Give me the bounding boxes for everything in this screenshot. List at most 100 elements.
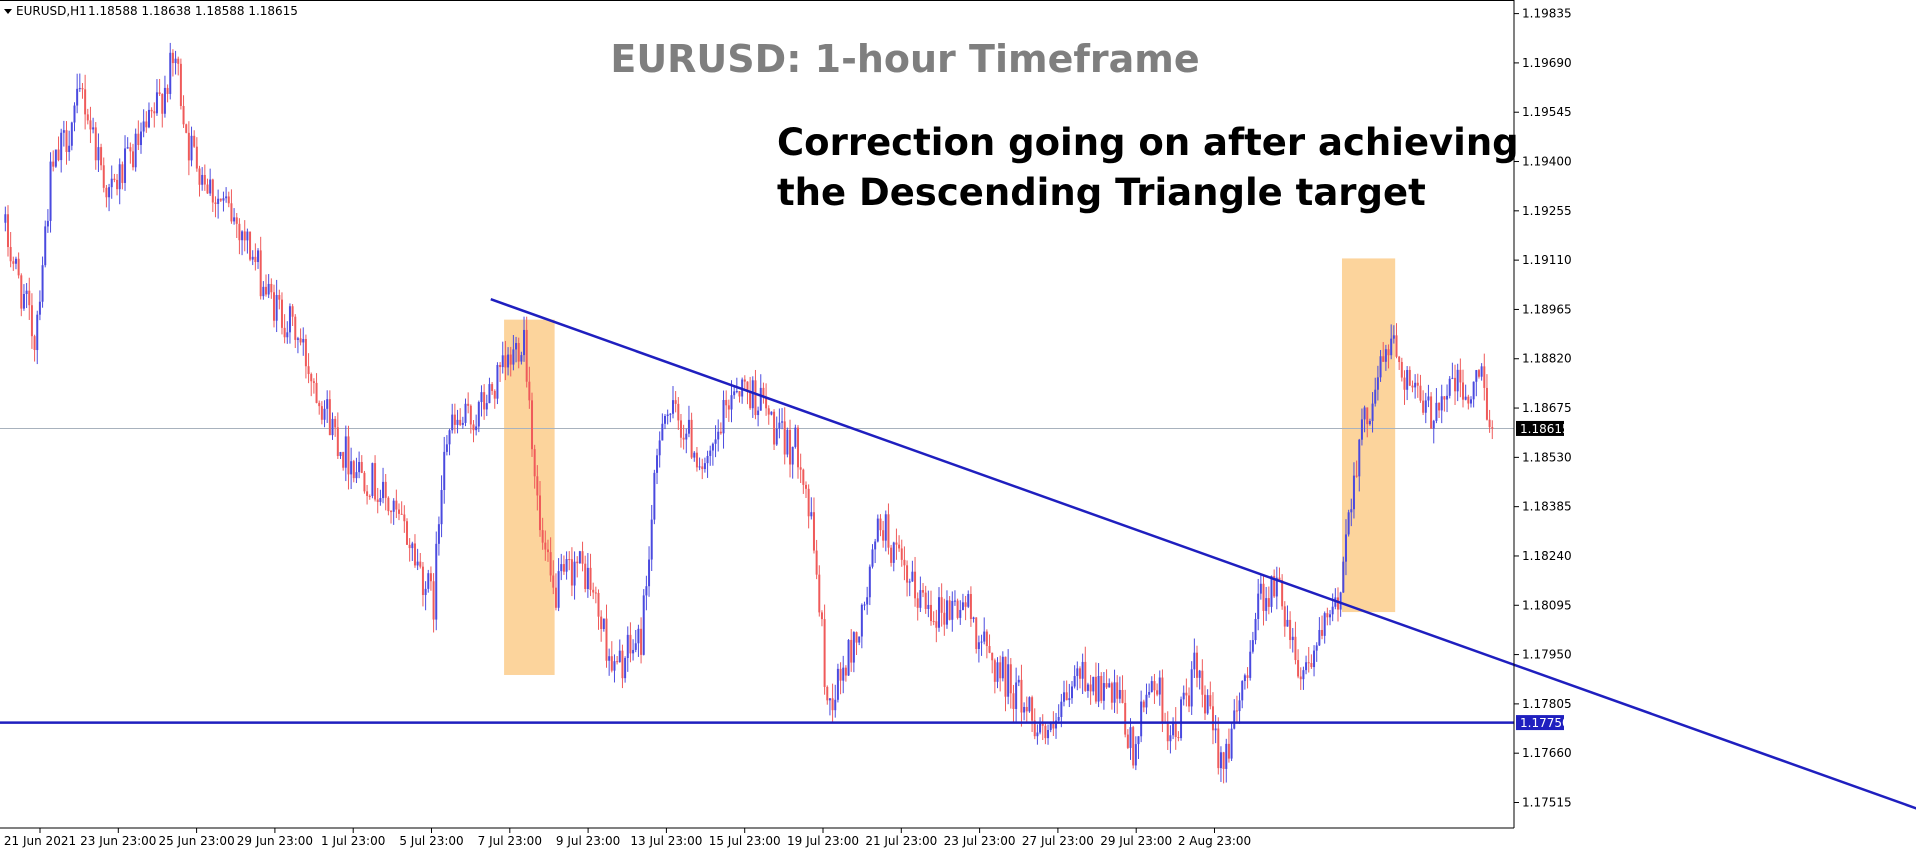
y-tick-label: 1.19835: [1522, 7, 1572, 21]
y-tick-label: 1.19110: [1522, 253, 1572, 267]
candle-body: [46, 220, 49, 227]
candle-body: [1467, 396, 1470, 404]
candle-body: [472, 424, 475, 431]
candle-body: [328, 399, 331, 436]
candle-body: [110, 178, 113, 188]
y-tick-label: 1.18965: [1522, 302, 1572, 316]
candle-body: [491, 384, 494, 391]
candle-body: [1273, 575, 1276, 597]
candle-body: [818, 574, 821, 613]
candle-body: [33, 336, 36, 351]
candle-body: [1225, 743, 1228, 769]
candle-body: [501, 355, 504, 368]
candle-body: [961, 602, 964, 610]
candle-body: [1129, 727, 1132, 748]
candle-body: [1390, 338, 1393, 356]
candle-body: [376, 499, 379, 502]
candle-body: [198, 168, 201, 185]
candle-body: [1039, 721, 1042, 733]
candle-body: [690, 419, 693, 458]
candle-body: [275, 295, 278, 321]
candle-body: [267, 283, 270, 295]
candle-body: [621, 650, 624, 679]
candle-body: [416, 561, 419, 566]
candle-body: [1411, 385, 1414, 388]
candle-body: [1001, 656, 1004, 679]
candle-body: [440, 489, 443, 525]
y-tick-label: 1.18530: [1522, 450, 1572, 464]
candle-body: [1177, 737, 1180, 739]
x-tick-label: 9 Jul 23:00: [556, 834, 620, 848]
candle-body: [1105, 683, 1108, 688]
x-tick-label: 23 Jul 23:00: [944, 834, 1016, 848]
candle-body: [820, 612, 823, 620]
candle-body: [937, 597, 940, 628]
candle-body: [1406, 369, 1409, 390]
candle-body: [959, 609, 962, 618]
candle-body: [137, 133, 140, 146]
candle-body: [709, 450, 712, 456]
candle-body: [1278, 577, 1281, 581]
candle-body: [879, 518, 882, 531]
candle-body: [483, 392, 486, 410]
symbol-label: EURUSD,H1: [16, 4, 87, 18]
candle-body: [1475, 370, 1478, 382]
candle-body: [307, 366, 310, 375]
candle-body: [225, 196, 228, 199]
candle-body: [283, 327, 286, 338]
candle-body: [802, 469, 805, 485]
highlight-zone: [1341, 258, 1396, 613]
candle-body: [413, 543, 416, 566]
candle-body: [1382, 356, 1385, 362]
dropdown-arrow-icon[interactable]: [4, 9, 12, 14]
candle-body: [453, 414, 456, 425]
candle-body: [1339, 592, 1342, 610]
candle-body: [339, 452, 342, 457]
candle-body: [1196, 652, 1199, 678]
price-tags: 1.18615 1.17750: [1516, 420, 1570, 731]
candle-body: [1004, 656, 1007, 697]
candle-body: [488, 384, 491, 404]
candle-body: [1057, 716, 1060, 721]
candle-body: [1329, 614, 1332, 618]
candle-body: [1368, 420, 1371, 425]
candle-body: [850, 639, 853, 663]
candle-body: [743, 379, 746, 382]
candle-body: [299, 338, 302, 343]
candle-body: [448, 430, 451, 445]
candle-body: [515, 343, 518, 350]
candle-body: [1156, 690, 1159, 695]
candle-body: [722, 400, 725, 434]
candle-body: [14, 258, 17, 264]
candle-body: [1387, 349, 1390, 356]
candle-body: [1214, 728, 1217, 731]
candle-body: [735, 391, 738, 393]
candle-body: [1485, 387, 1488, 420]
candle-body: [105, 187, 108, 198]
y-tick-label: 1.17950: [1522, 648, 1572, 662]
support-price-tag-bg: [1516, 715, 1564, 731]
candle-body: [1097, 675, 1100, 702]
candle-body: [461, 422, 464, 425]
candle-body: [1182, 692, 1185, 700]
candle-body: [648, 559, 651, 587]
candle-body: [1211, 706, 1214, 731]
candle-body: [1108, 683, 1111, 688]
candle-body: [983, 631, 986, 642]
x-tick-label: 5 Jul 23:00: [399, 834, 463, 848]
candle-body: [100, 147, 103, 166]
candle-body: [238, 223, 241, 241]
candle-body: [296, 338, 299, 340]
candle-body: [1132, 727, 1135, 766]
candle-body: [134, 133, 137, 168]
candle-body: [41, 265, 44, 302]
candle-body: [900, 548, 903, 560]
candle-body: [836, 668, 839, 700]
candle-body: [390, 511, 393, 513]
candle-body: [751, 380, 754, 409]
candle-body: [1166, 722, 1169, 742]
candle-body: [1148, 691, 1151, 695]
candle-body: [84, 89, 87, 115]
candle-body: [211, 179, 214, 203]
candle-body: [254, 256, 257, 263]
